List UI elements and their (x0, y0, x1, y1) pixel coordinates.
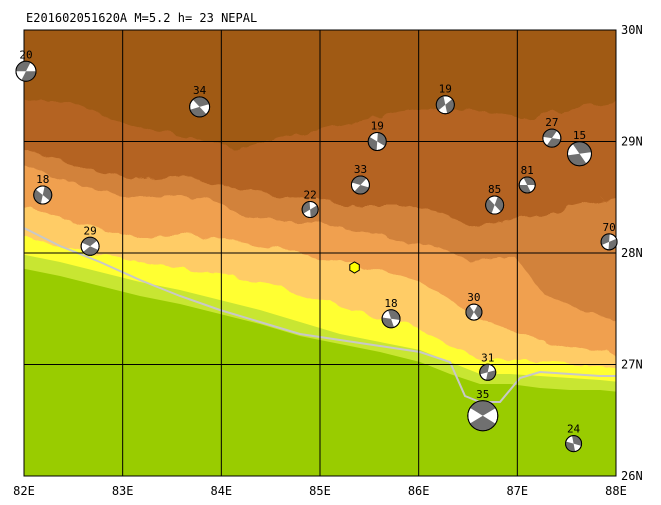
nepal-border-line (24, 227, 616, 403)
y-tick-label: 27N (621, 358, 643, 372)
focal-mechanism-beachball[interactable]: 22 (301, 189, 319, 219)
depth-label: 70 (602, 221, 615, 234)
focal-mechanism-beachball[interactable]: 31 (479, 351, 497, 381)
y-axis-labels: 26N 27N 28N 29N 30N (621, 23, 643, 483)
x-tick-label: 86E (408, 484, 430, 498)
y-tick-label: 29N (621, 135, 643, 149)
x-tick-label: 83E (112, 484, 134, 498)
focal-mechanism-beachball[interactable]: 19 (435, 83, 455, 115)
depth-label: 30 (467, 291, 480, 304)
focal-mechanism-beachball[interactable]: 18 (381, 297, 401, 329)
focal-mechanism-beachball[interactable]: 33 (350, 163, 370, 195)
depth-label: 85 (488, 183, 501, 196)
depth-label: 19 (439, 83, 452, 96)
depth-label: 27 (545, 116, 558, 129)
focal-mechanism-beachball[interactable]: 85 (485, 183, 505, 215)
y-tick-label: 28N (621, 246, 643, 260)
depth-label: 24 (567, 423, 581, 436)
focal-mechanism-beachball[interactable]: 24 (565, 423, 583, 453)
map-title: E201602051620A M=5.2 h= 23 NEPAL (26, 11, 257, 25)
depth-label: 18 (384, 297, 397, 310)
x-tick-label: 84E (210, 484, 232, 498)
focal-mechanism-beachball[interactable]: 27 (542, 116, 562, 148)
focal-mechanism-beachball[interactable]: 81 (518, 164, 536, 194)
x-tick-label: 85E (309, 484, 331, 498)
x-tick-label: 82E (13, 484, 35, 498)
depth-label: 34 (193, 84, 207, 97)
depth-label: 18 (36, 173, 49, 186)
depth-label: 19 (371, 120, 384, 133)
epicenter-marker[interactable] (349, 261, 360, 274)
depth-label: 35 (476, 388, 489, 401)
focal-mechanism-beachball[interactable]: 20 (15, 48, 37, 82)
y-tick-label: 30N (621, 23, 643, 37)
depth-label: 15 (573, 129, 586, 142)
depth-label: 33 (354, 163, 367, 176)
x-tick-label: 87E (506, 484, 528, 498)
x-tick-label: 88E (605, 484, 627, 498)
focal-mechanism-beachball[interactable]: 70 (600, 221, 618, 251)
depth-label: 81 (521, 164, 534, 177)
depth-label: 22 (304, 189, 317, 202)
focal-mechanisms: 20 34 19 19 27 15 18 22 33 81 85 70 29 18 30 31 35 24 (15, 48, 618, 453)
map-frame (23, 29, 617, 477)
y-tick-label: 26N (621, 469, 643, 483)
depth-label: 29 (83, 224, 96, 237)
focal-mechanism-beachball[interactable]: 29 (80, 224, 100, 256)
focal-mechanism-beachball[interactable]: 18 (33, 173, 53, 205)
focal-mechanism-beachball[interactable]: 30 (465, 291, 483, 321)
focal-mechanism-beachball[interactable]: 15 (566, 129, 592, 167)
depth-label: 20 (19, 48, 32, 61)
focal-mechanism-beachball[interactable]: 35 (467, 388, 499, 432)
focal-mechanism-beachball[interactable]: 19 (367, 120, 387, 151)
x-axis-labels: 82E 83E 84E 85E 86E 87E 88E (13, 484, 627, 498)
focal-mechanism-beachball[interactable]: 34 (189, 84, 211, 118)
depth-label: 31 (481, 351, 494, 364)
